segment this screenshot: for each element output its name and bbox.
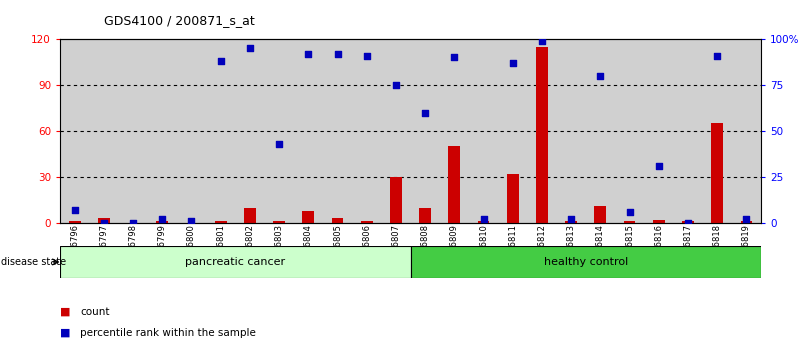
Bar — [98, 218, 110, 223]
Bar — [60, 246, 410, 278]
Bar — [89, 39, 119, 223]
Bar — [235, 39, 264, 223]
Bar — [303, 211, 314, 223]
Text: ■: ■ — [60, 307, 70, 316]
Point — [331, 51, 344, 57]
Bar — [60, 39, 89, 223]
Point — [156, 217, 169, 222]
Point — [419, 110, 432, 115]
Point — [740, 217, 753, 222]
Point — [594, 73, 606, 79]
Text: pancreatic cancer: pancreatic cancer — [185, 257, 285, 267]
Point — [536, 38, 549, 44]
Text: disease state: disease state — [1, 257, 66, 267]
Bar — [440, 39, 469, 223]
Bar — [410, 39, 440, 223]
Bar — [594, 206, 606, 223]
Point — [506, 60, 519, 66]
Point — [127, 220, 139, 226]
Bar — [732, 39, 761, 223]
Point — [272, 141, 285, 147]
Point — [389, 82, 402, 88]
Point — [710, 53, 723, 58]
Point — [652, 163, 665, 169]
Bar — [215, 222, 227, 223]
Bar — [527, 39, 557, 223]
Bar — [69, 222, 81, 223]
Bar — [507, 174, 518, 223]
Bar — [469, 39, 498, 223]
Bar — [206, 39, 235, 223]
Bar — [557, 39, 586, 223]
Bar — [273, 222, 285, 223]
Bar — [740, 222, 752, 223]
Bar — [566, 222, 577, 223]
Bar — [624, 222, 635, 223]
Bar — [119, 39, 147, 223]
Bar — [264, 39, 294, 223]
Bar — [682, 222, 694, 223]
Bar — [536, 47, 548, 223]
Point — [302, 51, 315, 57]
Bar — [147, 39, 177, 223]
Bar — [449, 146, 460, 223]
Point — [244, 45, 256, 51]
Point — [682, 220, 694, 226]
Bar — [390, 177, 402, 223]
Point — [448, 55, 461, 60]
Text: GDS4100 / 200871_s_at: GDS4100 / 200871_s_at — [104, 14, 255, 27]
Bar — [702, 39, 732, 223]
Point — [68, 207, 81, 213]
Bar — [615, 39, 644, 223]
Bar — [410, 246, 761, 278]
Bar — [586, 39, 615, 223]
Bar — [711, 123, 723, 223]
Bar — [177, 39, 206, 223]
Text: healthy control: healthy control — [544, 257, 628, 267]
Bar — [644, 39, 674, 223]
Point — [477, 217, 490, 222]
Point — [98, 220, 111, 226]
Bar — [294, 39, 323, 223]
Bar — [244, 208, 256, 223]
Point — [565, 217, 578, 222]
Point — [185, 218, 198, 224]
Bar — [361, 222, 372, 223]
Bar — [381, 39, 410, 223]
Text: count: count — [80, 307, 110, 316]
Text: percentile rank within the sample: percentile rank within the sample — [80, 328, 256, 338]
Bar — [156, 222, 168, 223]
Point — [360, 53, 373, 58]
Bar — [498, 39, 527, 223]
Bar — [419, 208, 431, 223]
Bar — [674, 39, 702, 223]
Point — [623, 209, 636, 215]
Bar — [332, 218, 344, 223]
Bar — [653, 220, 665, 223]
Bar — [352, 39, 381, 223]
Bar — [477, 222, 489, 223]
Bar — [323, 39, 352, 223]
Point — [215, 58, 227, 64]
Text: ■: ■ — [60, 328, 70, 338]
